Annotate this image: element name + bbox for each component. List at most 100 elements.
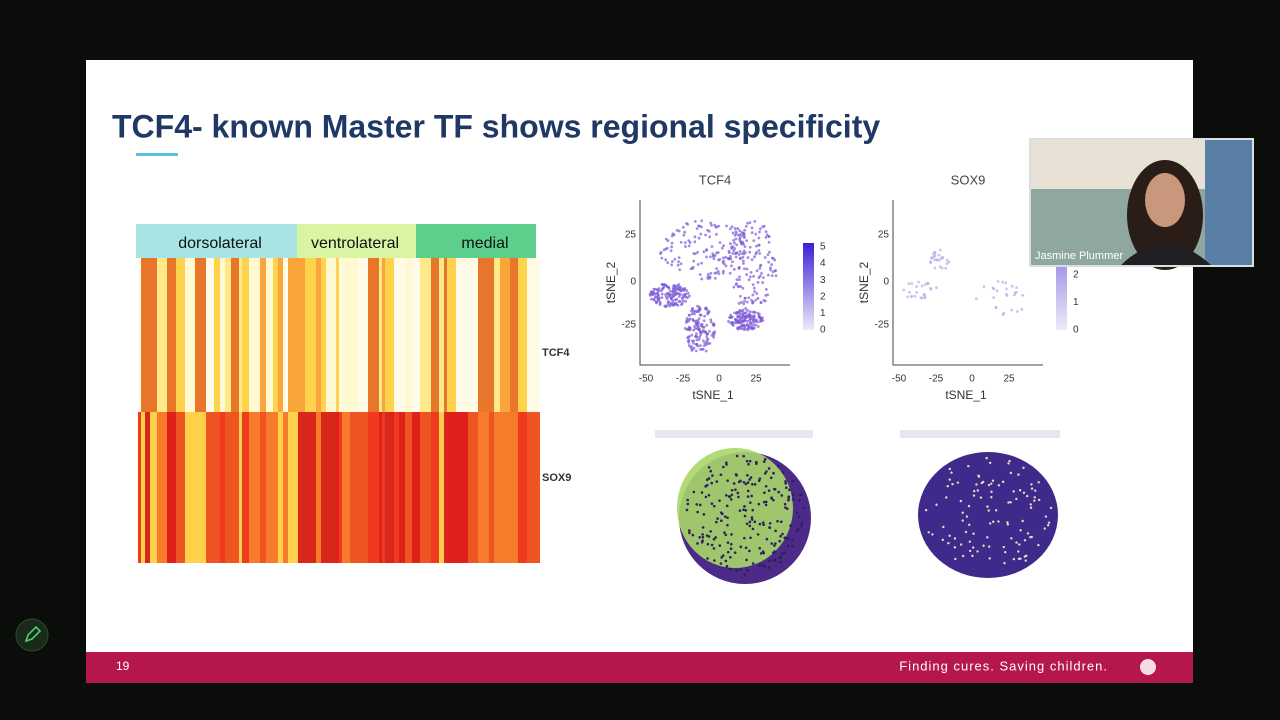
cell-point [670,245,673,249]
cell-point [763,256,767,259]
spot [1022,466,1025,469]
pencil-icon[interactable] [24,625,42,643]
spot [721,512,724,516]
spot [948,467,951,471]
heatmap-cell [214,412,220,563]
cell-point [1002,311,1006,315]
spot [979,496,983,499]
cell-point [676,263,680,267]
cell-point [705,323,709,327]
cell-point [655,295,658,299]
spot [762,460,766,463]
cell-point [734,255,738,259]
spot [758,546,762,550]
cell-point [674,289,678,293]
spot [1012,490,1015,493]
cell-point [745,239,749,243]
heatmap-cell [305,258,316,412]
cell-point [708,276,712,280]
spot [695,503,699,506]
cell-point [929,287,933,291]
heatmap-cell [157,412,167,563]
cell-point [754,323,758,327]
spot [959,499,963,503]
cell-point [670,241,674,245]
cell-point [690,312,694,316]
spot [707,466,711,469]
cell-point [764,288,768,291]
spot [784,480,787,483]
cell-point [735,251,739,255]
spot [748,549,751,553]
cell-point [695,338,699,342]
cell-point [753,255,756,259]
spot [967,504,971,508]
spot [725,504,729,508]
heatmap-cell [316,412,321,563]
heatmap-cell [278,258,283,412]
heatmap-cell [431,412,439,563]
cell-point [713,223,717,227]
spot [976,489,980,492]
cell-point [692,310,695,313]
cell-point [698,307,702,311]
heatmap-cell [382,412,385,563]
cell-point [767,240,771,244]
spot [935,503,938,506]
heatmap-cell [412,412,420,563]
cell-point [766,273,770,277]
gene-label: TCF4 [542,347,570,359]
spot [778,539,781,543]
spot [968,549,972,553]
cell-point [694,335,698,339]
cell-point [705,332,709,336]
legend-label: 0 [1073,325,1079,336]
spot [772,559,776,562]
spot [711,474,714,477]
spot [726,479,729,482]
heatmap-cell [489,412,494,563]
spot [786,544,790,548]
cell-point [699,347,702,351]
cell-point [692,341,695,345]
spot [784,506,787,509]
cell-point [669,297,673,301]
cell-point [764,235,768,239]
cell-point [747,315,751,318]
spot [710,543,714,547]
heatmap-cell [239,412,242,563]
spot [967,464,970,468]
heatmap-cell [336,412,339,563]
video-window [1205,139,1253,266]
spot [997,484,1001,487]
spot [772,498,775,502]
cell-point [676,304,680,307]
spot [1017,557,1021,561]
cell-point [712,333,716,337]
annotate-button[interactable] [15,618,49,652]
cell-point [737,233,741,237]
spatial-expression [677,448,793,568]
cell-point [938,248,942,252]
y-tick-label: 25 [625,230,637,241]
cell-point [995,289,999,293]
spot [992,520,995,523]
spot [737,480,741,484]
cell-point [920,284,924,288]
x-tick-label: -25 [676,374,691,385]
cell-point [742,299,746,303]
cell-point [679,240,683,244]
cell-point [748,275,752,279]
spot [797,515,801,518]
x-tick-label: 0 [716,374,722,385]
spot [964,530,968,534]
x-tick-label: 25 [750,374,762,385]
spot [780,494,784,497]
cell-point [766,293,770,297]
spot [753,520,757,524]
spot [746,489,750,493]
cell-point [709,221,713,225]
gene-label: SOX9 [542,472,571,484]
cell-point [743,296,747,300]
cell-point [750,226,754,230]
